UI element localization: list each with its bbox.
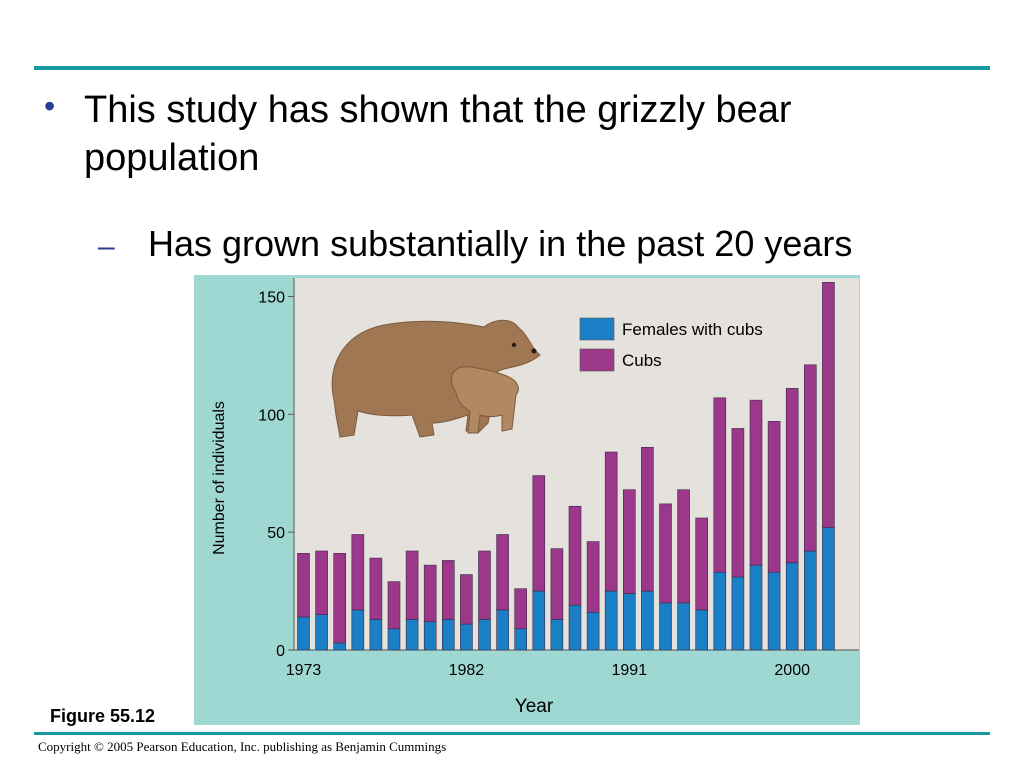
bar-females-with-cubs-1976	[351, 609, 365, 651]
x-tick-label: 1973	[286, 662, 322, 679]
bar-cubs-1990	[604, 451, 618, 592]
bar-cubs-1998	[749, 399, 763, 566]
bar-females-with-cubs-1984	[496, 609, 509, 651]
bar-females-with-cubs-2000	[785, 562, 799, 651]
bar-cubs-1988	[568, 505, 582, 606]
bar-females-with-cubs-1996	[713, 571, 727, 651]
bar-cubs-1983	[478, 550, 491, 620]
top-rule	[34, 66, 990, 70]
y-axis-label: Number of individuals	[211, 401, 228, 555]
bar-females-with-cubs-2002	[822, 527, 835, 651]
bar-cubs-1997	[731, 428, 745, 578]
x-axis-label: Year	[515, 696, 554, 717]
legend-label: Cubs	[622, 351, 662, 370]
bar-females-with-cubs-1997	[731, 576, 745, 651]
bullet-marker: •	[44, 88, 56, 124]
bar-cubs-1994	[677, 489, 690, 604]
bar-females-with-cubs-1974	[315, 614, 328, 651]
sub-bullet-text: Has grown substantially in the past 20 y…	[148, 223, 853, 264]
bar-cubs-1987	[550, 548, 564, 620]
bar-females-with-cubs-1999	[767, 571, 781, 651]
bar-cubs-1973	[297, 553, 310, 618]
legend-swatch-cubs	[579, 348, 615, 372]
y-tick-label: 150	[258, 289, 285, 306]
y-tick-label: 0	[276, 643, 285, 660]
bar-cubs-1995	[695, 517, 709, 611]
bar-cubs-1999	[767, 421, 781, 573]
x-tick-label: 2000	[774, 662, 810, 679]
y-tick-label: 50	[267, 525, 285, 542]
bar-females-with-cubs-1979	[405, 619, 419, 651]
figure-label: Figure 55.12	[50, 706, 156, 726]
legend-label: Females with cubs	[622, 320, 763, 339]
bar-cubs-1976	[351, 534, 365, 611]
bar-cubs-1979	[405, 550, 419, 620]
bar-females-with-cubs-1998	[749, 564, 763, 651]
x-tick-label: 1991	[612, 662, 648, 679]
x-tick-label: 1982	[449, 662, 485, 679]
bar-females-with-cubs-1985	[514, 628, 528, 651]
bar-cubs-1984	[496, 534, 509, 611]
copyright-notice: Copyright © 2005 Pearson Education, Inc.…	[38, 739, 447, 754]
bar-cubs-1985	[514, 588, 528, 630]
bar-females-with-cubs-1992	[641, 590, 654, 651]
bar-cubs-2000	[785, 388, 799, 564]
bar-cubs-1996	[713, 397, 727, 573]
bar-females-with-cubs-1995	[695, 609, 709, 651]
bar-cubs-1989	[586, 541, 600, 613]
bar-cubs-1982	[460, 574, 473, 625]
sub-bullet-marker: –	[98, 230, 115, 263]
bullet-text: This study has shown that the grizzly be…	[84, 89, 792, 179]
legend-swatch-females-with-cubs	[579, 317, 615, 341]
bar-females-with-cubs-1987	[550, 619, 564, 651]
bar-females-with-cubs-1990	[604, 590, 618, 651]
bar-females-with-cubs-1980	[423, 621, 437, 651]
y-tick-label: 100	[258, 407, 285, 424]
bar-females-with-cubs-1973	[297, 616, 310, 651]
bar-cubs-2001	[803, 364, 817, 552]
bar-cubs-1993	[659, 503, 672, 604]
bar-cubs-1977	[369, 557, 383, 620]
bar-cubs-1974	[315, 550, 328, 615]
bar-females-with-cubs-1977	[369, 619, 383, 651]
bar-females-with-cubs-2001	[803, 550, 817, 651]
bar-cubs-1978	[387, 581, 401, 630]
bar-females-with-cubs-1975	[333, 642, 346, 651]
bar-cubs-1980	[423, 564, 437, 623]
bar-females-with-cubs-1991	[622, 593, 636, 651]
bar-cubs-1981	[442, 560, 455, 620]
bar-females-with-cubs-1988	[568, 604, 582, 651]
bar-females-with-cubs-1978	[387, 628, 401, 651]
bar-females-with-cubs-1993	[659, 602, 672, 651]
bar-females-with-cubs-1981	[442, 619, 455, 651]
bar-cubs-1992	[641, 446, 654, 592]
bar-females-with-cubs-1994	[677, 602, 690, 651]
bar-cubs-1986	[532, 475, 546, 592]
bar-cubs-1975	[333, 553, 346, 644]
bar-females-with-cubs-1983	[478, 619, 491, 651]
bar-cubs-2002	[822, 282, 835, 528]
bar-females-with-cubs-1982	[460, 623, 473, 651]
bottom-rule	[34, 732, 990, 735]
grizzly-population-chart: 0 50 100 150 Number of individuals 1973 1982 19…	[211, 278, 859, 717]
bar-cubs-1991	[622, 489, 636, 594]
bar-females-with-cubs-1986	[532, 590, 546, 651]
figure-panel: 0 50 100 150 Number of individuals 1973 1982 19…	[194, 275, 860, 725]
bear-illustration-icon	[331, 319, 541, 438]
bar-females-with-cubs-1989	[586, 611, 600, 651]
